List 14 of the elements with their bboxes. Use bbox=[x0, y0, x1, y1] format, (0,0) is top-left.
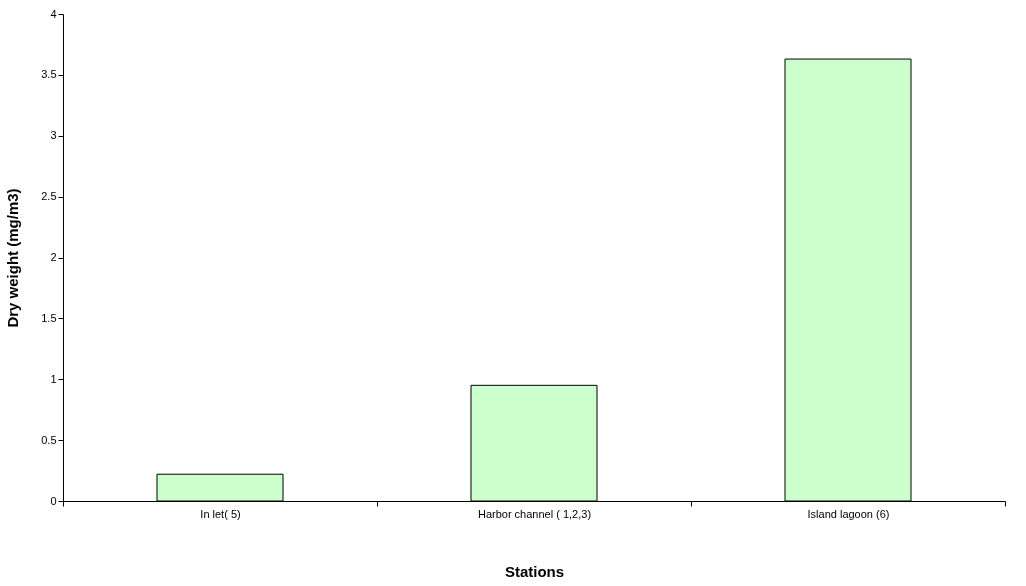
x-axis-title: Stations bbox=[504, 562, 565, 580]
y-tick-label: 1 bbox=[50, 372, 57, 385]
y-tick-label: 0 bbox=[50, 494, 57, 507]
y-tick-label: 2 bbox=[50, 251, 57, 263]
y-tick-label: 4 bbox=[50, 7, 57, 20]
y-tick-label: 2.5 bbox=[41, 190, 57, 203]
x-tick-label: In let( 5) bbox=[200, 507, 241, 520]
y-tick-label: 3 bbox=[50, 129, 57, 142]
y-tick-label: 1.5 bbox=[41, 311, 57, 324]
x-tick-label: Island lagoon (6) bbox=[807, 507, 890, 520]
x-tick-label: Harbor channel ( 1,2,3) bbox=[477, 507, 592, 520]
y-tick-label: 0.5 bbox=[41, 433, 57, 446]
y-tick-label: 3.5 bbox=[41, 68, 57, 81]
y-axis-title: Dry weight (mg/m3) bbox=[4, 188, 22, 328]
